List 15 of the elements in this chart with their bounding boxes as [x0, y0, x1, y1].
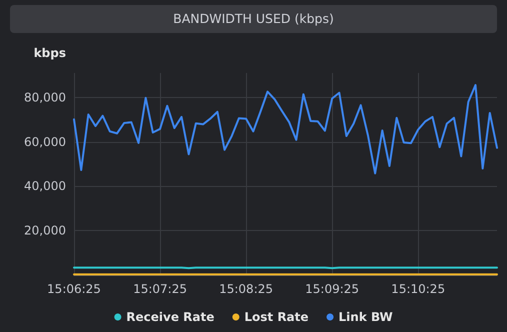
legend-label: Receive Rate	[126, 310, 214, 324]
y-tick-label: 20,000	[24, 224, 66, 238]
x-tick-label: 15:08:25	[219, 282, 274, 296]
y-axis-title: kbps	[34, 46, 66, 60]
x-tick-label: 15:10:25	[391, 282, 446, 296]
chart-title: BANDWIDTH USED (kbps)	[10, 5, 497, 33]
x-tick-label: 15:06:25	[47, 282, 101, 296]
x-tick-label: 15:07:25	[133, 282, 187, 296]
y-tick-label: 80,000	[24, 90, 66, 104]
line-series	[73, 84, 498, 174]
x-tick-label: 15:09:25	[305, 282, 360, 296]
y-tick-label: 60,000	[24, 134, 66, 149]
legend-label: Lost Rate	[244, 310, 309, 324]
legend-label: Link BW	[338, 310, 393, 324]
y-tick-label: 40,000	[24, 179, 66, 194]
